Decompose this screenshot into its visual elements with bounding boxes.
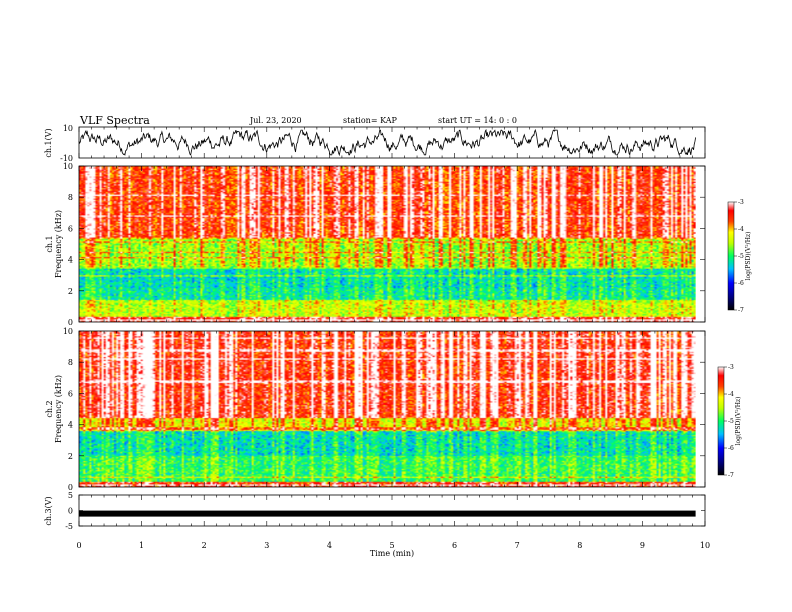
ch2-colorbar-ticks: -3 -4 -5 -6 -7 (724, 364, 734, 479)
time-tick-label: 6 (452, 541, 457, 550)
ch2-spec-x-ticks (78, 331, 706, 487)
time-axis-label: Time (min) (370, 549, 414, 558)
ch2-colorbar-label: log(PSD)(V²/Hz) (735, 397, 742, 446)
y-tick-label: 10 (63, 162, 73, 171)
ch3-signal-band (79, 510, 696, 517)
station-label: station= KAP (343, 116, 398, 125)
ch3-x-ticks (78, 495, 706, 526)
y-tick-label: 4 (68, 256, 73, 265)
colorbar-tick-label: -4 (728, 391, 734, 398)
time-tick-label: 9 (640, 541, 645, 550)
time-axis: 0 1 2 3 4 5 6 7 8 9 10 (76, 541, 710, 550)
ch1-spectrogram-yticks: 0 2 4 6 8 10 (63, 162, 705, 327)
ch1-spectrogram-panel: 0 2 4 6 8 10 ch.1 Frequency (kHz) (45, 162, 706, 327)
y-tick-label: -5 (65, 522, 73, 531)
time-tick-label: 5 (389, 541, 394, 550)
start-time-label: start UT = 14: 0 : 0 (438, 116, 517, 125)
y-tick-label: 2 (68, 287, 73, 296)
y-tick-label: 6 (68, 224, 73, 233)
ch1-freq-axis-label: Frequency (kHz) (54, 210, 63, 278)
ch3-yticks: 5 0 -5 (65, 491, 705, 531)
time-tick-label: 0 (76, 541, 81, 550)
ch1-colorbar-ticks: -3 -4 -5 -6 -7 (734, 199, 744, 314)
y-tick-label: 2 (68, 452, 73, 461)
colorbar-tick-label: -6 (738, 280, 744, 287)
y-tick-label: 0 (68, 483, 73, 492)
time-tick-label: 7 (515, 541, 520, 550)
ch2-freq-axis-label: Frequency (kHz) (54, 375, 63, 443)
colorbar-tick-label: -7 (738, 307, 744, 314)
ch1-waveform-panel: 10 -10 ch.1(V) (44, 124, 706, 163)
ch1-ytick-top: 10 (63, 124, 73, 133)
time-tick-label: 8 (577, 541, 582, 550)
ch1-colorbar-label: log(PSD)(V²/Hz) (745, 232, 752, 281)
ch2-colorbar: -3 -4 -5 -6 -7 log(PSD)(V²/Hz) (717, 364, 742, 479)
y-tick-label: 0 (68, 318, 73, 327)
time-tick-label: 3 (264, 541, 269, 550)
ch3-waveform-panel: 5 0 -5 ch.3(V) (44, 491, 706, 531)
colorbar-tick-label: -3 (738, 199, 744, 206)
y-tick-label: 0 (68, 507, 73, 516)
ch1-spec-label: ch.1 (45, 235, 54, 252)
colorbar-tick-label: -3 (728, 364, 734, 371)
colorbar-tick-label: -4 (738, 226, 744, 233)
ch1-waveform-line (78, 128, 696, 157)
y-tick-label: 8 (68, 193, 73, 202)
ch1-x-ticks (78, 127, 706, 158)
ch1-ytick-bottom: -10 (60, 154, 73, 163)
colorbar-tick-label: -5 (728, 418, 734, 425)
date-label: Jul. 23, 2020 (249, 116, 302, 125)
time-tick-label: 4 (327, 541, 332, 550)
ch1-spec-x-ticks (78, 166, 706, 322)
y-tick-label: 8 (68, 358, 73, 367)
time-tick-label: 2 (202, 541, 207, 550)
y-tick-label: 10 (63, 327, 73, 336)
ch2-spec-label: ch.2 (45, 400, 54, 417)
y-tick-label: 4 (68, 421, 73, 430)
colorbar-tick-label: -5 (738, 253, 744, 260)
figure-title: VLF Spectra (79, 114, 150, 127)
ch2-spectrogram-image (79, 331, 696, 487)
ch2-spectrogram-yticks: 0 2 4 6 8 10 (63, 327, 705, 492)
colorbar-tick-label: -6 (728, 445, 734, 452)
time-tick-label: 1 (139, 541, 144, 550)
ch3-ylabel: ch.3(V) (44, 496, 53, 525)
ch1-ylabel: ch.1(V) (44, 128, 53, 157)
time-tick-label: 10 (700, 541, 710, 550)
ch1-spectrogram-image (79, 166, 696, 322)
ch1-colorbar: -3 -4 -5 -6 -7 log(PSD)(V²/Hz) (727, 199, 752, 314)
colorbar-tick-label: -7 (728, 472, 734, 479)
ch2-spectrogram-panel: 0 2 4 6 8 10 ch.2 Frequency (kHz) (45, 327, 706, 492)
y-tick-label: 6 (68, 389, 73, 398)
y-tick-label: 5 (68, 491, 73, 500)
